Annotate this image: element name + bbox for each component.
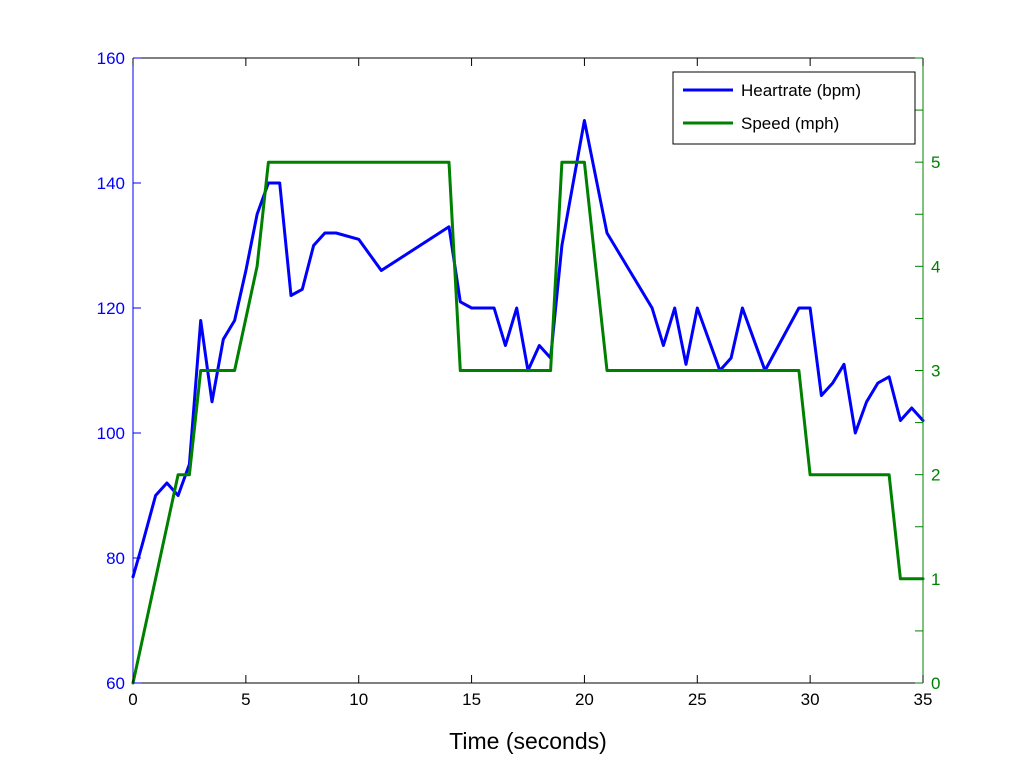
left-y-tick-label: 60: [106, 674, 125, 693]
right-y-tick-label: 4: [931, 257, 940, 276]
series-line-speed: [131, 160, 925, 685]
legend-label: Heartrate (bpm): [741, 81, 861, 100]
right-y-tick-label: 2: [931, 466, 940, 485]
plot-area: [131, 119, 925, 685]
x-tick-label: 0: [128, 690, 137, 709]
left-y-tick-label: 120: [97, 299, 125, 318]
x-tick-label: 5: [241, 690, 250, 709]
x-tick-label: 10: [349, 690, 368, 709]
legend: Heartrate (bpm) Speed (mph): [672, 71, 916, 145]
axes-layer: 0 5 10 15 20 25 30 35 60 80 100 120 140 160 0 1 2 3 4 5: [97, 49, 941, 709]
right-y-tick-label: 5: [931, 153, 940, 172]
left-y-tick-label: 160: [97, 49, 125, 68]
left-y-tick-label: 80: [106, 549, 125, 568]
legend-box: [672, 71, 916, 145]
series-line-heartrate: [131, 119, 925, 579]
x-tick-label: 25: [688, 690, 707, 709]
left-y-tick-label: 100: [97, 424, 125, 443]
x-tick-label: 30: [801, 690, 820, 709]
x-tick-label: 35: [914, 690, 933, 709]
x-axis-label: Time (seconds): [449, 728, 607, 754]
right-y-tick-label: 0: [931, 674, 940, 693]
legend-label: Speed (mph): [741, 114, 839, 133]
x-tick-label: 15: [462, 690, 481, 709]
right-y-tick-label: 1: [931, 570, 940, 589]
right-y-tick-label: 3: [931, 362, 940, 381]
x-tick-label: 20: [575, 690, 594, 709]
left-y-tick-label: 140: [97, 174, 125, 193]
